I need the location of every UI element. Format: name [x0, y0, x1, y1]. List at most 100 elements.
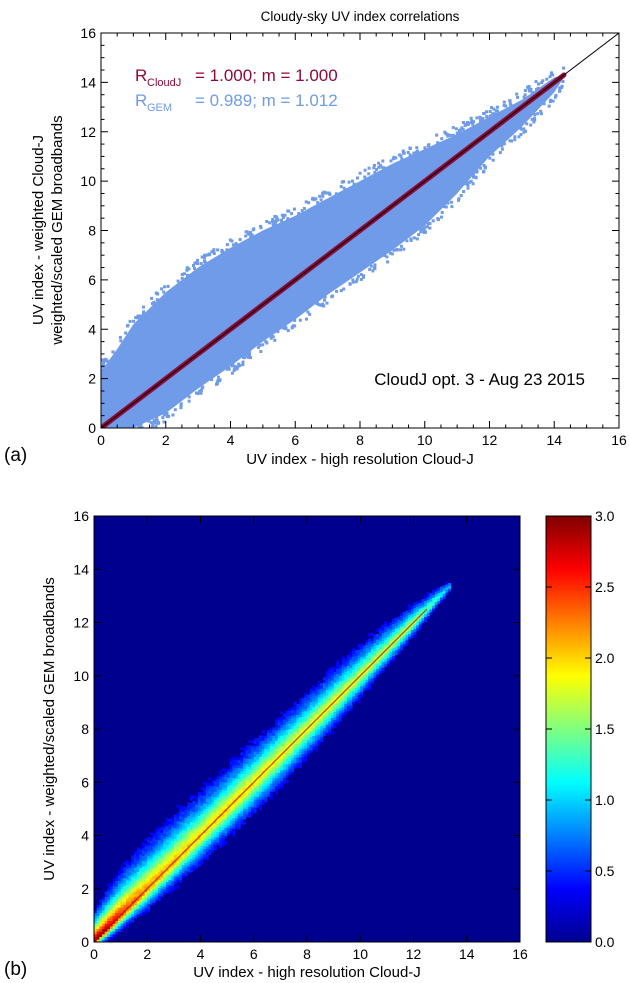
gem-point	[400, 244, 403, 248]
heatmap-cell	[386, 649, 390, 653]
gem-point	[347, 180, 351, 184]
heatmap-cell	[139, 862, 143, 866]
heatmap-cell	[163, 833, 167, 837]
heatmap-cell	[429, 609, 433, 613]
heatmap-cell	[211, 825, 215, 829]
heatmap-cell	[365, 663, 369, 667]
heatmap-cell	[368, 686, 372, 690]
heatmap-cell	[176, 826, 180, 830]
heatmap-cell	[235, 796, 239, 800]
gem-point	[525, 122, 529, 126]
heatmap-cell	[125, 871, 129, 875]
heatmap-cell	[402, 611, 406, 615]
heatmap-cell	[373, 677, 377, 681]
heatmap-cell	[275, 775, 279, 779]
gem-point	[256, 345, 260, 349]
heatmap-cell	[378, 633, 382, 637]
heatmap-cell	[221, 773, 225, 777]
heatmap-cell	[112, 883, 116, 887]
heatmap-cell	[307, 729, 310, 733]
heatmap-cell	[171, 848, 175, 852]
heatmap-cell	[115, 878, 119, 882]
heatmap-cell	[299, 722, 302, 726]
heatmap-cell	[221, 827, 225, 831]
heatmap-cell	[248, 740, 252, 743]
heatmap-cell	[440, 597, 444, 601]
heatmap-cell	[253, 809, 257, 813]
gem-point	[508, 102, 512, 106]
heatmap-cell	[400, 618, 404, 622]
heatmap-cell	[405, 634, 409, 638]
heatmap-cell	[362, 658, 366, 662]
heatmap-cell	[384, 634, 388, 638]
heatmap-cell	[144, 910, 148, 914]
heatmap-cell	[211, 788, 215, 792]
heatmap-cell	[181, 806, 185, 810]
heatmap-cell	[200, 829, 204, 833]
heatmap-cell	[357, 662, 361, 666]
heatmap-cell	[288, 739, 292, 743]
heatmap-cell	[272, 730, 276, 734]
heatmap-cell	[211, 793, 215, 797]
heatmap-cell	[240, 765, 244, 769]
heatmap-cell	[221, 829, 225, 833]
heatmap-cell	[320, 731, 324, 735]
heatmap-cell	[283, 740, 286, 744]
gem-point	[449, 200, 453, 204]
heatmap-cell	[112, 915, 116, 919]
chart-a-x-axis: 0 2 4 6 8 10 12 14 16	[97, 33, 627, 448]
heatmap-cell	[179, 832, 183, 836]
heatmap-cell	[240, 805, 244, 809]
heatmap-cell	[288, 723, 292, 727]
heatmap-cell	[232, 809, 236, 813]
heatmap-cell	[141, 898, 145, 902]
heatmap-cell	[296, 741, 300, 745]
heatmap-cell	[261, 785, 265, 789]
heatmap-cell	[346, 657, 350, 661]
panel-a: Cloudy-sky UV index correlations 0 2 4 6 8 10…	[4, 9, 627, 468]
heatmap-cell	[115, 886, 119, 890]
gem-point	[424, 230, 427, 234]
heatmap-cell	[338, 678, 342, 682]
heatmap-cell	[141, 855, 145, 859]
heatmap-cell	[259, 799, 263, 803]
heatmap-cell	[362, 685, 366, 689]
heatmap-cell	[120, 878, 124, 882]
heatmap-cell	[216, 794, 220, 798]
heatmap-cell	[155, 881, 159, 885]
heatmap-cell	[205, 835, 209, 839]
heatmap-cell	[197, 815, 201, 819]
heatmap-cell	[179, 856, 183, 860]
heatmap-cell	[240, 800, 244, 804]
legend-gem-stats: = 0.989; m = 1.012	[195, 91, 338, 110]
heatmap-cell	[160, 880, 164, 884]
heatmap-cell	[96, 931, 100, 935]
heatmap-cell	[325, 724, 329, 728]
heatmap-cell	[235, 812, 239, 816]
gem-point	[225, 248, 229, 252]
heatmap-cell	[200, 824, 204, 828]
heatmap-cell	[205, 819, 209, 823]
heatmap-cell	[253, 780, 257, 784]
heatmap-cell	[144, 857, 148, 860]
gem-point	[380, 165, 384, 169]
heatmap-cell	[432, 602, 436, 606]
heatmap-cell	[208, 822, 212, 826]
heatmap-cell	[115, 923, 119, 927]
gem-point	[196, 262, 200, 266]
heatmap-cell	[101, 934, 105, 937]
heatmap-cell	[269, 746, 273, 749]
heatmap-cell	[211, 839, 215, 842]
gem-point	[210, 378, 214, 382]
heatmap-cell	[229, 806, 233, 810]
heatmap-cell	[272, 746, 276, 749]
heatmap-cell	[213, 812, 217, 816]
heatmap-cell	[269, 732, 273, 736]
heatmap-cell	[400, 636, 404, 640]
colorbar-tick-label: 0.5	[595, 863, 615, 879]
heatmap-cell	[221, 797, 225, 801]
heatmap-cell	[184, 873, 188, 877]
heatmap-cell	[149, 872, 153, 876]
heatmap-cell	[123, 883, 127, 887]
gem-point	[426, 222, 430, 226]
